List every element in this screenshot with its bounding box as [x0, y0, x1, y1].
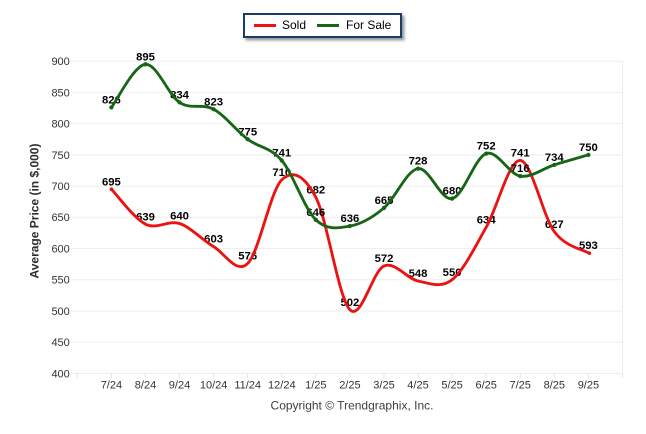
svg-text:800: 800: [51, 119, 69, 131]
svg-text:752: 752: [477, 141, 496, 153]
svg-text:2/25: 2/25: [339, 380, 360, 392]
svg-text:636: 636: [340, 213, 359, 225]
svg-text:716: 716: [511, 163, 530, 175]
svg-text:548: 548: [409, 268, 428, 280]
svg-text:895: 895: [136, 51, 155, 63]
svg-text:Average Price (in $,000): Average Price (in $,000): [28, 144, 42, 279]
svg-text:1/25: 1/25: [305, 380, 326, 392]
svg-text:7/24: 7/24: [101, 380, 122, 392]
svg-text:650: 650: [51, 212, 69, 224]
svg-text:9/24: 9/24: [169, 380, 190, 392]
svg-text:12/24: 12/24: [268, 380, 296, 392]
svg-text:550: 550: [51, 275, 69, 287]
svg-text:Copyright © Trendgraphix, Inc.: Copyright © Trendgraphix, Inc.: [271, 399, 434, 413]
svg-text:572: 572: [375, 253, 394, 265]
svg-text:695: 695: [102, 176, 121, 188]
svg-text:8/25: 8/25: [544, 380, 565, 392]
svg-text:734: 734: [545, 152, 565, 164]
svg-text:8/24: 8/24: [135, 380, 156, 392]
svg-text:900: 900: [51, 56, 69, 68]
svg-text:750: 750: [51, 150, 69, 162]
svg-text:639: 639: [136, 211, 155, 223]
svg-text:11/24: 11/24: [234, 380, 261, 392]
svg-text:7/25: 7/25: [509, 380, 530, 392]
svg-text:3/25: 3/25: [373, 380, 394, 392]
svg-text:741: 741: [511, 148, 530, 160]
svg-text:600: 600: [51, 243, 69, 255]
svg-text:750: 750: [579, 142, 598, 154]
svg-text:640: 640: [170, 211, 189, 223]
svg-text:593: 593: [579, 240, 598, 252]
svg-text:400: 400: [51, 368, 69, 380]
svg-text:500: 500: [51, 306, 69, 318]
svg-text:4/25: 4/25: [407, 380, 428, 392]
svg-text:823: 823: [204, 96, 223, 108]
svg-text:6/25: 6/25: [475, 380, 496, 392]
svg-text:850: 850: [51, 87, 69, 99]
svg-text:10/24: 10/24: [200, 380, 228, 392]
svg-text:700: 700: [51, 181, 69, 193]
svg-text:728: 728: [409, 156, 428, 168]
svg-text:450: 450: [51, 337, 69, 349]
svg-text:5/25: 5/25: [441, 380, 462, 392]
svg-text:9/25: 9/25: [578, 380, 599, 392]
